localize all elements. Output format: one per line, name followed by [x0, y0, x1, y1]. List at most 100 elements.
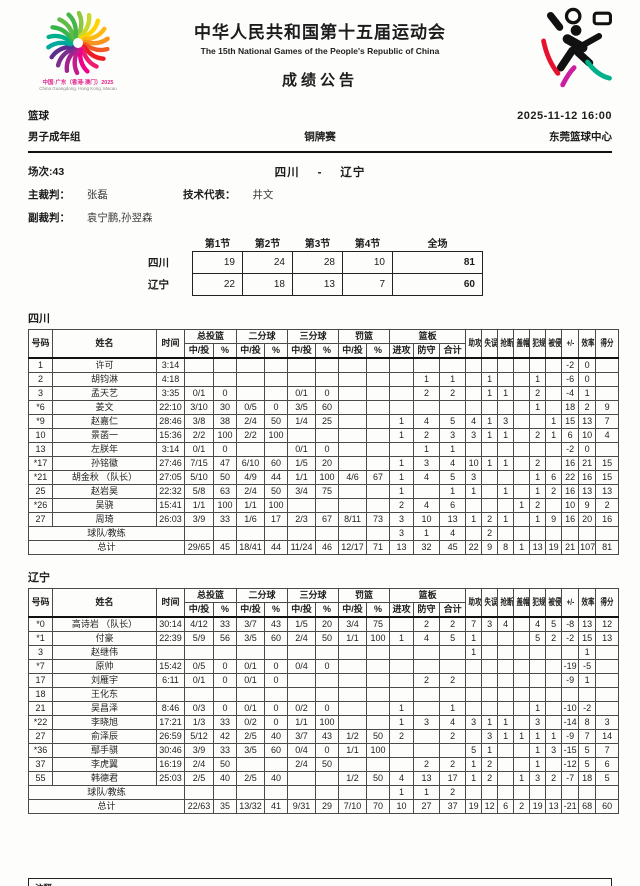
stat-cell: 1: [481, 743, 499, 758]
player-minutes-cell: 3:35: [156, 386, 185, 401]
stat-cell: [264, 372, 289, 387]
stat-cell: 2/2: [184, 428, 214, 443]
stat-cell: [338, 645, 368, 660]
stat-cell: [338, 715, 368, 730]
stat-cell: [338, 456, 368, 471]
quarter-score-row: 四川 19 24 28 10 81: [146, 251, 483, 274]
stat-cell: [465, 386, 483, 401]
stat-cell: 8/11: [338, 512, 368, 527]
stat-cell: [561, 687, 580, 702]
player-minutes-cell: 16:19: [156, 757, 185, 772]
stat-cell: 2/4: [287, 757, 317, 772]
player-minutes-cell: 4:18: [156, 372, 185, 387]
player-number-cell: *9: [28, 414, 53, 429]
stat-cell: [389, 659, 415, 674]
stat-cell: -2: [561, 442, 580, 457]
stat-cell: [595, 701, 620, 716]
stat-cell: [481, 785, 499, 800]
player-row: *0 高诗岩 （队长） 30:14 4/12 33 3/7 43 1/5 20 3/4 75 2 2 7 3…: [28, 616, 620, 632]
stat-cell: 3: [465, 470, 483, 485]
team-coach-row-label: 球队/教练: [28, 785, 185, 800]
made-att-header: 中/投: [287, 602, 317, 618]
stat-cell: [497, 645, 515, 660]
stat-cell: [497, 526, 515, 541]
officials-row-1: 主裁判： 张磊 技术代表： 井文: [28, 187, 612, 201]
stat-cell: [497, 687, 515, 702]
stat-cell: 41: [264, 799, 289, 814]
stat-cell: 3/8: [184, 414, 214, 429]
stat-cell: 1: [439, 484, 467, 499]
stat-cell: 4: [413, 498, 441, 513]
stat-cell: 5: [595, 771, 620, 786]
stat-cell: 1: [497, 386, 515, 401]
narrow-header: 抢断: [497, 329, 515, 359]
stat-cell: [236, 785, 266, 800]
stat-cell: 1: [439, 701, 467, 716]
stat-cell: 6: [561, 428, 580, 443]
stat-cell: 3/10: [184, 400, 214, 415]
stat-cell: 0/2: [287, 701, 317, 716]
stat-cell: 17: [264, 512, 289, 527]
stat-cell: [413, 645, 441, 660]
stat-cell: 4: [439, 715, 467, 730]
stat-cell: [338, 386, 368, 401]
stat-cell: 43: [264, 616, 289, 632]
bulletin-title: 成绩公告: [281, 72, 358, 89]
referee-name: 张磊: [86, 190, 108, 201]
player-minutes-cell: 15:42: [156, 659, 185, 674]
stat-cell: 1: [481, 386, 499, 401]
stat-cell: 3: [545, 743, 563, 758]
games-emblem: 中国·广东（香港·澳门）2025 China Guangdong, Hong K…: [28, 6, 128, 91]
stat-cell: 1/2: [338, 729, 368, 744]
stat-cell: 6/10: [236, 456, 266, 471]
stat-cell: [497, 771, 515, 786]
stat-cell: 1: [529, 484, 547, 499]
player-row: 25 赵岩昊 22:32 5/8 63 2/4 50 3/4 75 1 1 1 1 1 2 16 13 13: [28, 484, 620, 499]
stat-cell: 2/4: [287, 631, 317, 646]
player-name-cell: 胡钧淋: [52, 372, 157, 387]
stat-cell: [315, 785, 340, 800]
stat-cell: [465, 442, 483, 457]
stat-cell: 50: [212, 757, 238, 772]
col-name: 姓名: [52, 329, 157, 359]
stat-cell: [366, 757, 391, 772]
pct-header: %: [366, 343, 391, 359]
team-section-liaoning: 辽宁 号码 姓名 时间 总投篮 二分球 三分球 罚篮 篮板 助攻 失误 抢断 盖帽 犯规 被侵 +/- 效率得…: [28, 569, 620, 814]
stat-cell: [184, 785, 214, 800]
stat-cell: [513, 526, 531, 541]
stat-cell: 22: [465, 540, 483, 555]
stat-cell: [497, 757, 515, 772]
stat-cell: 16: [595, 512, 620, 527]
stat-cell: -19: [561, 659, 580, 674]
stat-cell: 73: [366, 512, 391, 527]
stat-cell: [497, 400, 515, 415]
stat-cell: 2: [439, 757, 467, 772]
player-row: 3 赵继伟 1 1: [28, 645, 620, 660]
stat-cell: 0: [212, 673, 238, 688]
stat-cell: 2: [413, 428, 441, 443]
stat-cell: 2: [481, 757, 499, 772]
quarter-header-row: 第1节 第2节 第3节 第4节 全场: [146, 234, 483, 252]
stat-cell: [545, 687, 563, 702]
player-row: 27 周琦 26:03 3/9 33 1/6 17 2/3 67 8/11 73 3 10 13 1 2 1 1 9…: [28, 512, 620, 527]
stat-cell: 0/1: [287, 442, 317, 457]
stat-cell: 2: [529, 498, 547, 513]
stat-cell: 3/5: [236, 743, 266, 758]
stat-cell: [595, 687, 620, 702]
stat-cell: 1: [529, 743, 547, 758]
narrow-header: 得分: [595, 329, 620, 359]
player-row: *9 赵嘉仁 28:46 3/8 38 2/4 50 1/4 25 1 4 5 4 1 3 1 15 13 7: [28, 414, 620, 429]
stat-cell: 1: [481, 414, 499, 429]
stat-cell: 35: [212, 799, 238, 814]
stat-cell: 20: [315, 456, 340, 471]
stat-cell: -2: [561, 357, 580, 373]
narrow-header: 盖帽: [513, 588, 531, 618]
stat-cell: 1/1: [287, 470, 317, 485]
title-block: 中华人民共和国第十五届运动会 The 15th National Games o…: [138, 18, 502, 90]
narrow-header: 助攻: [465, 329, 483, 359]
stat-cell: [545, 715, 563, 730]
stat-cell: 1: [481, 372, 499, 387]
player-minutes-cell: 27:46: [156, 456, 185, 471]
stat-cell: 2: [439, 673, 467, 688]
